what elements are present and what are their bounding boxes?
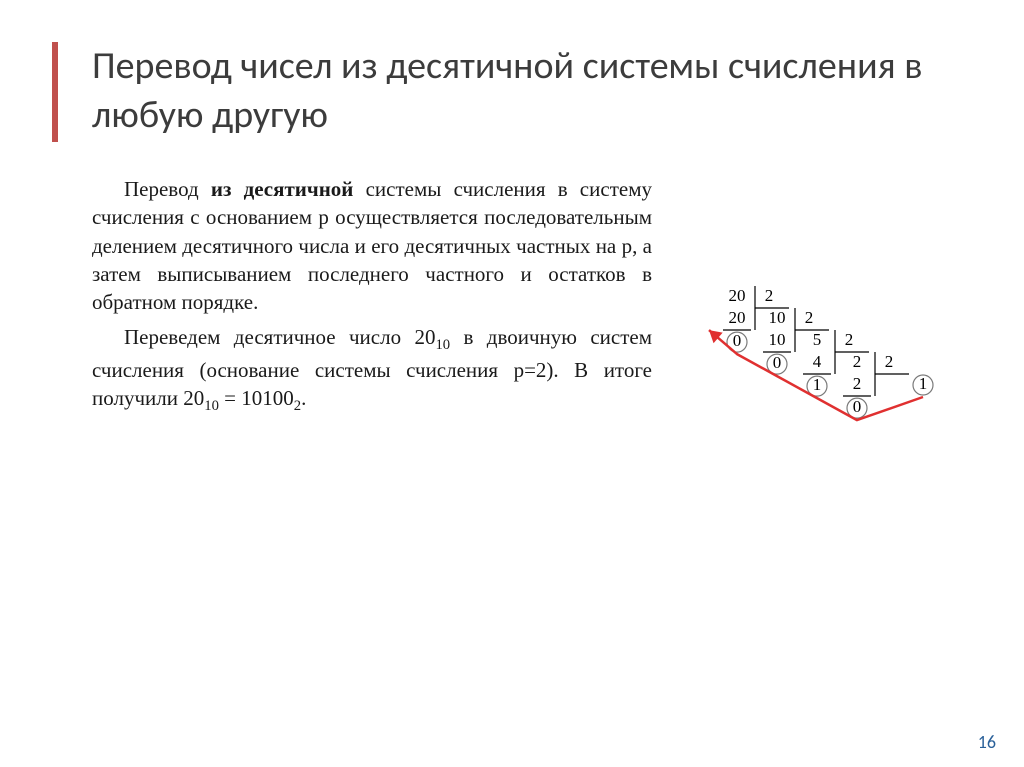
svg-text:1: 1 — [919, 374, 928, 393]
svg-text:2: 2 — [885, 352, 894, 371]
svg-text:1: 1 — [813, 375, 822, 394]
svg-text:2: 2 — [845, 330, 854, 349]
p2-sub10b: 10 — [204, 398, 219, 414]
p2-c: = 10100 — [219, 386, 294, 410]
p2-a: Переведем десятичное число 20 — [124, 325, 435, 349]
svg-text:0: 0 — [773, 353, 782, 372]
svg-text:2: 2 — [765, 286, 774, 305]
svg-text:5: 5 — [813, 330, 822, 349]
p1-prefix: Перевод — [124, 177, 211, 201]
paragraph-1: Перевод из десятичной системы счисления … — [92, 175, 652, 317]
svg-text:20: 20 — [729, 308, 746, 327]
svg-text:0: 0 — [853, 397, 862, 416]
p2-sub2: 2 — [294, 398, 301, 414]
svg-text:10: 10 — [769, 330, 786, 349]
p2-sub10a: 10 — [435, 337, 450, 353]
svg-text:10: 10 — [769, 308, 786, 327]
svg-text:0: 0 — [733, 331, 742, 350]
p2-d: . — [301, 386, 306, 410]
slide-title: Перевод чисел из десятичной системы счис… — [92, 42, 952, 141]
accent-bar — [52, 42, 58, 142]
svg-text:2: 2 — [853, 352, 862, 371]
svg-text:4: 4 — [813, 352, 822, 371]
division-diagram: 202002101002541222021 — [705, 278, 995, 468]
p1-bold: из десятичной — [211, 177, 354, 201]
paragraph-2: Переведем десятичное число 2010 в двоичн… — [92, 323, 652, 417]
svg-text:20: 20 — [729, 286, 746, 305]
svg-text:2: 2 — [853, 374, 862, 393]
page-number: 16 — [978, 731, 996, 753]
body-text: Перевод из десятичной системы счисления … — [92, 175, 652, 423]
svg-text:2: 2 — [805, 308, 814, 327]
